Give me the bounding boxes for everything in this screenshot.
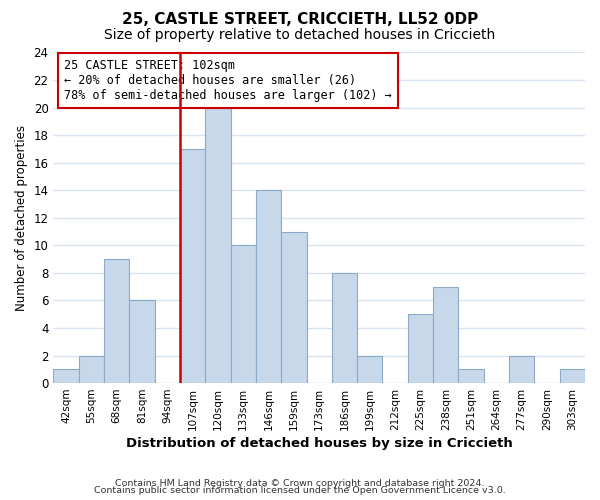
- Text: Contains public sector information licensed under the Open Government Licence v3: Contains public sector information licen…: [94, 486, 506, 495]
- Text: Contains HM Land Registry data © Crown copyright and database right 2024.: Contains HM Land Registry data © Crown c…: [115, 478, 485, 488]
- X-axis label: Distribution of detached houses by size in Criccieth: Distribution of detached houses by size …: [126, 437, 512, 450]
- Bar: [180, 149, 205, 383]
- Bar: [509, 356, 535, 383]
- Bar: [332, 273, 357, 383]
- Bar: [458, 370, 484, 383]
- Bar: [357, 356, 382, 383]
- Bar: [79, 356, 104, 383]
- Bar: [104, 259, 130, 383]
- Bar: [408, 314, 433, 383]
- Bar: [230, 246, 256, 383]
- Text: Size of property relative to detached houses in Criccieth: Size of property relative to detached ho…: [104, 28, 496, 42]
- Bar: [53, 370, 79, 383]
- Bar: [281, 232, 307, 383]
- Y-axis label: Number of detached properties: Number of detached properties: [15, 125, 28, 311]
- Bar: [205, 108, 230, 383]
- Bar: [256, 190, 281, 383]
- Bar: [130, 300, 155, 383]
- Text: 25 CASTLE STREET: 102sqm
← 20% of detached houses are smaller (26)
78% of semi-d: 25 CASTLE STREET: 102sqm ← 20% of detach…: [64, 59, 392, 102]
- Bar: [560, 370, 585, 383]
- Bar: [433, 286, 458, 383]
- Text: 25, CASTLE STREET, CRICCIETH, LL52 0DP: 25, CASTLE STREET, CRICCIETH, LL52 0DP: [122, 12, 478, 28]
